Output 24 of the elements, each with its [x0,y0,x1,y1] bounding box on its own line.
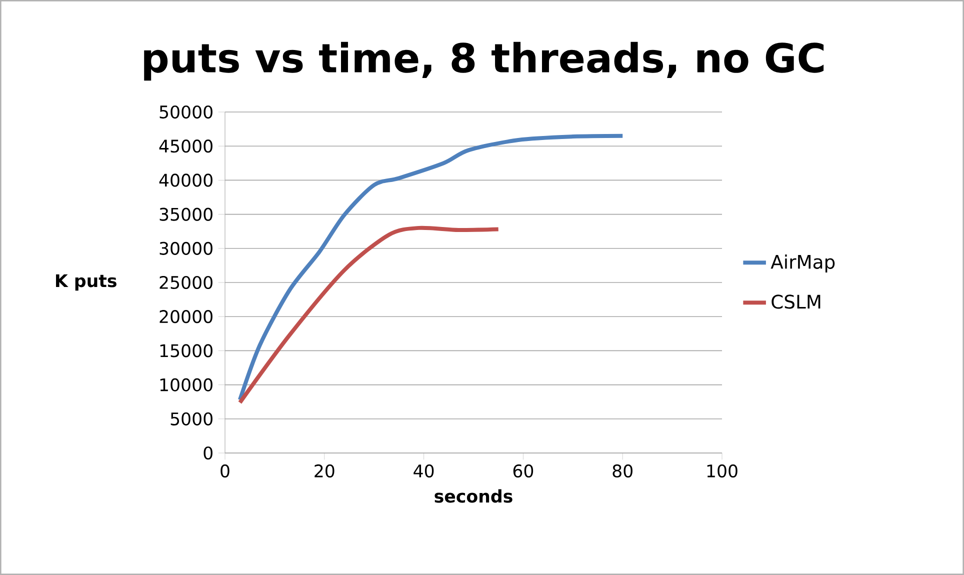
y-tick-label: 25000 [160,276,212,290]
x-tick-label: 60 [513,464,534,478]
y-tick-label: 20000 [160,310,212,324]
chart-title: puts vs time, 8 threads, no GC [144,42,824,81]
x-tick-label: 80 [612,464,632,478]
legend-label: AirMap [770,254,835,273]
y-tick-label: 35000 [160,208,212,221]
y-tick-label: 45000 [159,140,212,153]
x-tick-label: 20 [314,464,334,478]
y-tick-label: 40000 [159,174,212,187]
x-axis-title: seconds [434,489,512,503]
line-series [238,226,500,405]
y-axis-title: K puts [56,274,116,291]
y-tick-label: 10000 [160,378,212,392]
y-tick-label: 5000 [170,412,212,426]
legend-label: CSLM [772,294,820,309]
y-tick-label: 15000 [160,344,212,358]
y-tick-label: 50000 [160,105,212,119]
y-tick-label: 30000 [160,242,212,255]
line-series [238,134,625,402]
x-tick-label: 0 [220,464,230,478]
x-tick-label: 100 [707,464,738,478]
y-tick-label: 0 [204,446,212,460]
x-tick-label: 40 [414,464,434,478]
